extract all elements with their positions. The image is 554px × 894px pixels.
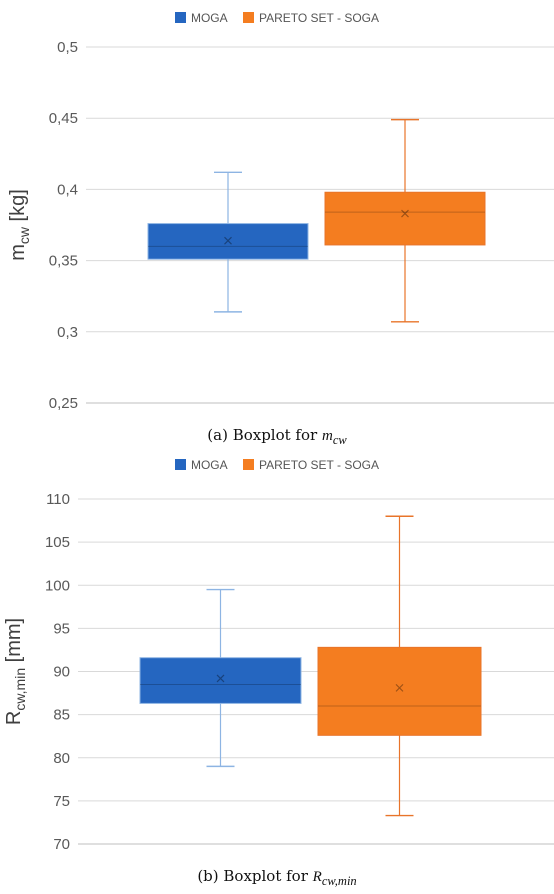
y-tick-label: 80 xyxy=(53,750,70,767)
legend-label-soga: PARETO SET - SOGA xyxy=(258,10,380,25)
caption-sub-b: cw,min xyxy=(321,874,357,888)
legend-swatch-soga xyxy=(242,458,254,470)
box-body xyxy=(139,657,302,704)
y-tick-label: 85 xyxy=(53,707,70,724)
y-tick-label: 0,45 xyxy=(49,110,78,127)
y-tick-label: 0,5 xyxy=(57,39,78,56)
y-tick-label: 0,4 xyxy=(57,181,78,198)
y-tick-label: 90 xyxy=(53,664,70,681)
y-axis-label: mcw [kg] xyxy=(7,189,32,261)
legend-label-moga: MOGA xyxy=(190,10,228,25)
box-body xyxy=(324,191,486,246)
chart-panel-a: MOGA PARETO SET - SOGA 0,25 0,3 0,35 0,4 0,4… xyxy=(0,10,554,448)
caption-b: (b) Boxplot for Rcw,min xyxy=(0,867,554,889)
boxplot-chart-a: 0,25 0,3 0,35 0,4 0,45 0,5 mcw [kg] xyxy=(7,39,554,412)
caption-prefix-a: (a) Boxplot for xyxy=(207,426,322,444)
y-tick-label: 0,3 xyxy=(57,324,78,341)
caption-var-a: m xyxy=(321,428,333,444)
legend-label-moga: MOGA xyxy=(190,457,228,472)
mean-marker xyxy=(401,209,409,218)
mean-marker xyxy=(224,236,232,245)
legend-a: MOGA PARETO SET - SOGA xyxy=(0,10,554,25)
mean-marker xyxy=(395,683,404,692)
y-tick-label: 110 xyxy=(46,491,70,508)
y-tick-label: 70 xyxy=(53,836,70,853)
legend-swatch-moga xyxy=(174,11,186,23)
y-axis-label: Rcw,min [mm] xyxy=(3,618,28,725)
box-body xyxy=(317,646,482,736)
caption-prefix-b: (b) Boxplot for xyxy=(197,867,313,885)
caption-var-b: R xyxy=(312,869,322,885)
caption-sub-a: cw xyxy=(332,433,347,447)
y-axis-label-main: R xyxy=(3,711,25,725)
y-tick-label: 105 xyxy=(45,534,70,551)
legend-item-moga: MOGA xyxy=(174,457,228,472)
y-tick-label: 100 xyxy=(45,577,70,594)
legend-item-moga: MOGA xyxy=(174,10,228,25)
y-tick-label: 0,35 xyxy=(49,253,78,270)
y-axis-label-sub: cw xyxy=(16,226,32,244)
caption-a: (a) Boxplot for mcw xyxy=(0,426,554,448)
chart-panel-b: MOGA PARETO SET - SOGA 70 75 80 85 90 95 100 10… xyxy=(0,447,554,894)
mean-marker xyxy=(216,674,225,683)
y-axis-label-unit: [mm] xyxy=(3,618,25,668)
box-moga xyxy=(139,588,302,768)
legend-swatch-moga xyxy=(174,458,186,470)
legend-swatch-soga xyxy=(242,11,254,23)
legend-label-soga: PARETO SET - SOGA xyxy=(258,457,380,472)
legend-b: MOGA PARETO SET - SOGA xyxy=(0,457,554,472)
y-tick-label: 75 xyxy=(53,793,70,810)
legend-item-soga: PARETO SET - SOGA xyxy=(242,10,380,25)
legend-item-soga: PARETO SET - SOGA xyxy=(242,457,380,472)
y-tick-label: 0,25 xyxy=(49,395,78,412)
box-body xyxy=(147,223,309,260)
box-soga xyxy=(324,118,486,323)
boxplot-chart-b: 70 75 80 85 90 95 100 105 110 Rcw,min [mm] xyxy=(3,491,554,853)
y-axis-label-unit: [kg] xyxy=(7,189,29,227)
box-soga xyxy=(317,515,482,817)
y-axis-label-main: m xyxy=(7,244,29,261)
y-tick-label: 95 xyxy=(53,620,70,637)
box-moga xyxy=(147,171,309,313)
y-axis-label-sub: cw,min xyxy=(12,668,28,711)
